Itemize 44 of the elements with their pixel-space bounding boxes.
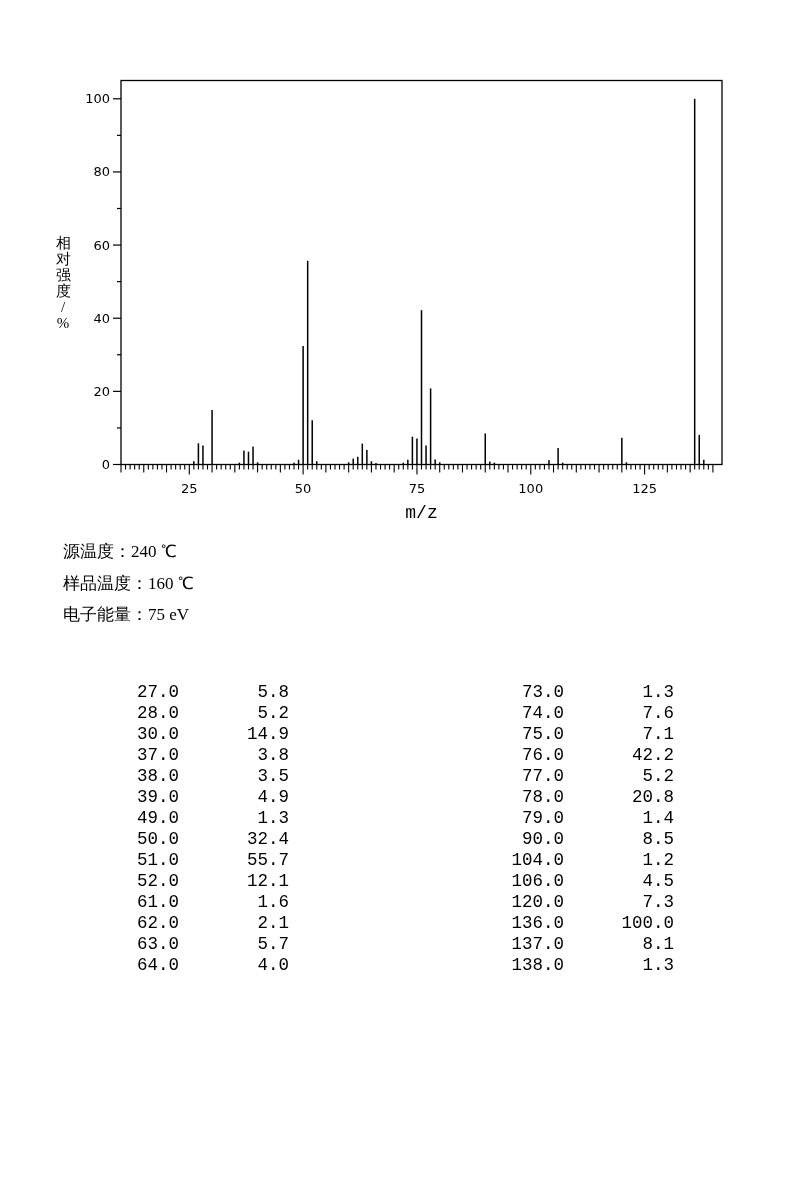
text: 76.0 42.2 xyxy=(521,745,674,765)
text: 样品温度：160 ℃ xyxy=(63,573,194,593)
text: 37.0 3.8 xyxy=(136,745,289,765)
y-tick-label: 40 xyxy=(93,310,110,326)
text: 138.0 1.3 xyxy=(511,955,674,975)
text: 27.0 5.8 xyxy=(136,682,289,702)
x-tick-label: 50 xyxy=(294,480,312,496)
x-tick-label: 100 xyxy=(518,480,544,496)
x-tick-label: 75 xyxy=(408,480,426,496)
text: 51.0 55.7 xyxy=(136,850,289,870)
x-axis-title: m/z xyxy=(405,503,438,523)
y-tick-label: 0 xyxy=(101,457,110,472)
y-tick-label: 20 xyxy=(93,383,110,399)
text: 73.0 1.3 xyxy=(521,682,674,702)
text: 90.0 8.5 xyxy=(521,829,674,849)
x-tick-label: 125 xyxy=(632,480,658,496)
text: 77.0 5.2 xyxy=(521,766,674,786)
text: 39.0 4.9 xyxy=(136,787,289,807)
text: 38.0 3.5 xyxy=(136,766,289,786)
text: 63.0 5.7 xyxy=(136,934,289,954)
text: 74.0 7.6 xyxy=(521,703,674,723)
text: 61.0 1.6 xyxy=(136,892,289,912)
text: 50.0 32.4 xyxy=(136,829,289,849)
y-tick-label: 80 xyxy=(93,164,110,180)
x-tick-label: 25 xyxy=(181,480,198,496)
text: 62.0 2.1 xyxy=(136,913,289,933)
text: 49.0 1.3 xyxy=(136,808,289,828)
text: 79.0 1.4 xyxy=(521,808,674,828)
text: 78.0 20.8 xyxy=(521,787,674,807)
y-tick-label: 100 xyxy=(85,91,110,107)
text: 30.0 14.9 xyxy=(136,724,289,744)
text: 120.0 7.3 xyxy=(511,892,674,912)
y-axis-title: 相对强度/% xyxy=(55,235,71,331)
text: 52.0 12.1 xyxy=(136,871,289,891)
text: 75.0 7.1 xyxy=(521,724,674,744)
text: 28.0 5.2 xyxy=(136,703,289,723)
text: 104.0 1.2 xyxy=(511,850,674,870)
text: 106.0 4.5 xyxy=(511,871,674,891)
text: 电子能量：75 eV xyxy=(63,605,190,624)
text: 137.0 8.1 xyxy=(511,934,674,954)
text: 源温度：240 ℃ xyxy=(63,542,177,561)
y-tick-label: 60 xyxy=(93,237,110,253)
text: 64.0 4.0 xyxy=(136,955,289,975)
text: 136.0 100.0 xyxy=(511,913,674,933)
